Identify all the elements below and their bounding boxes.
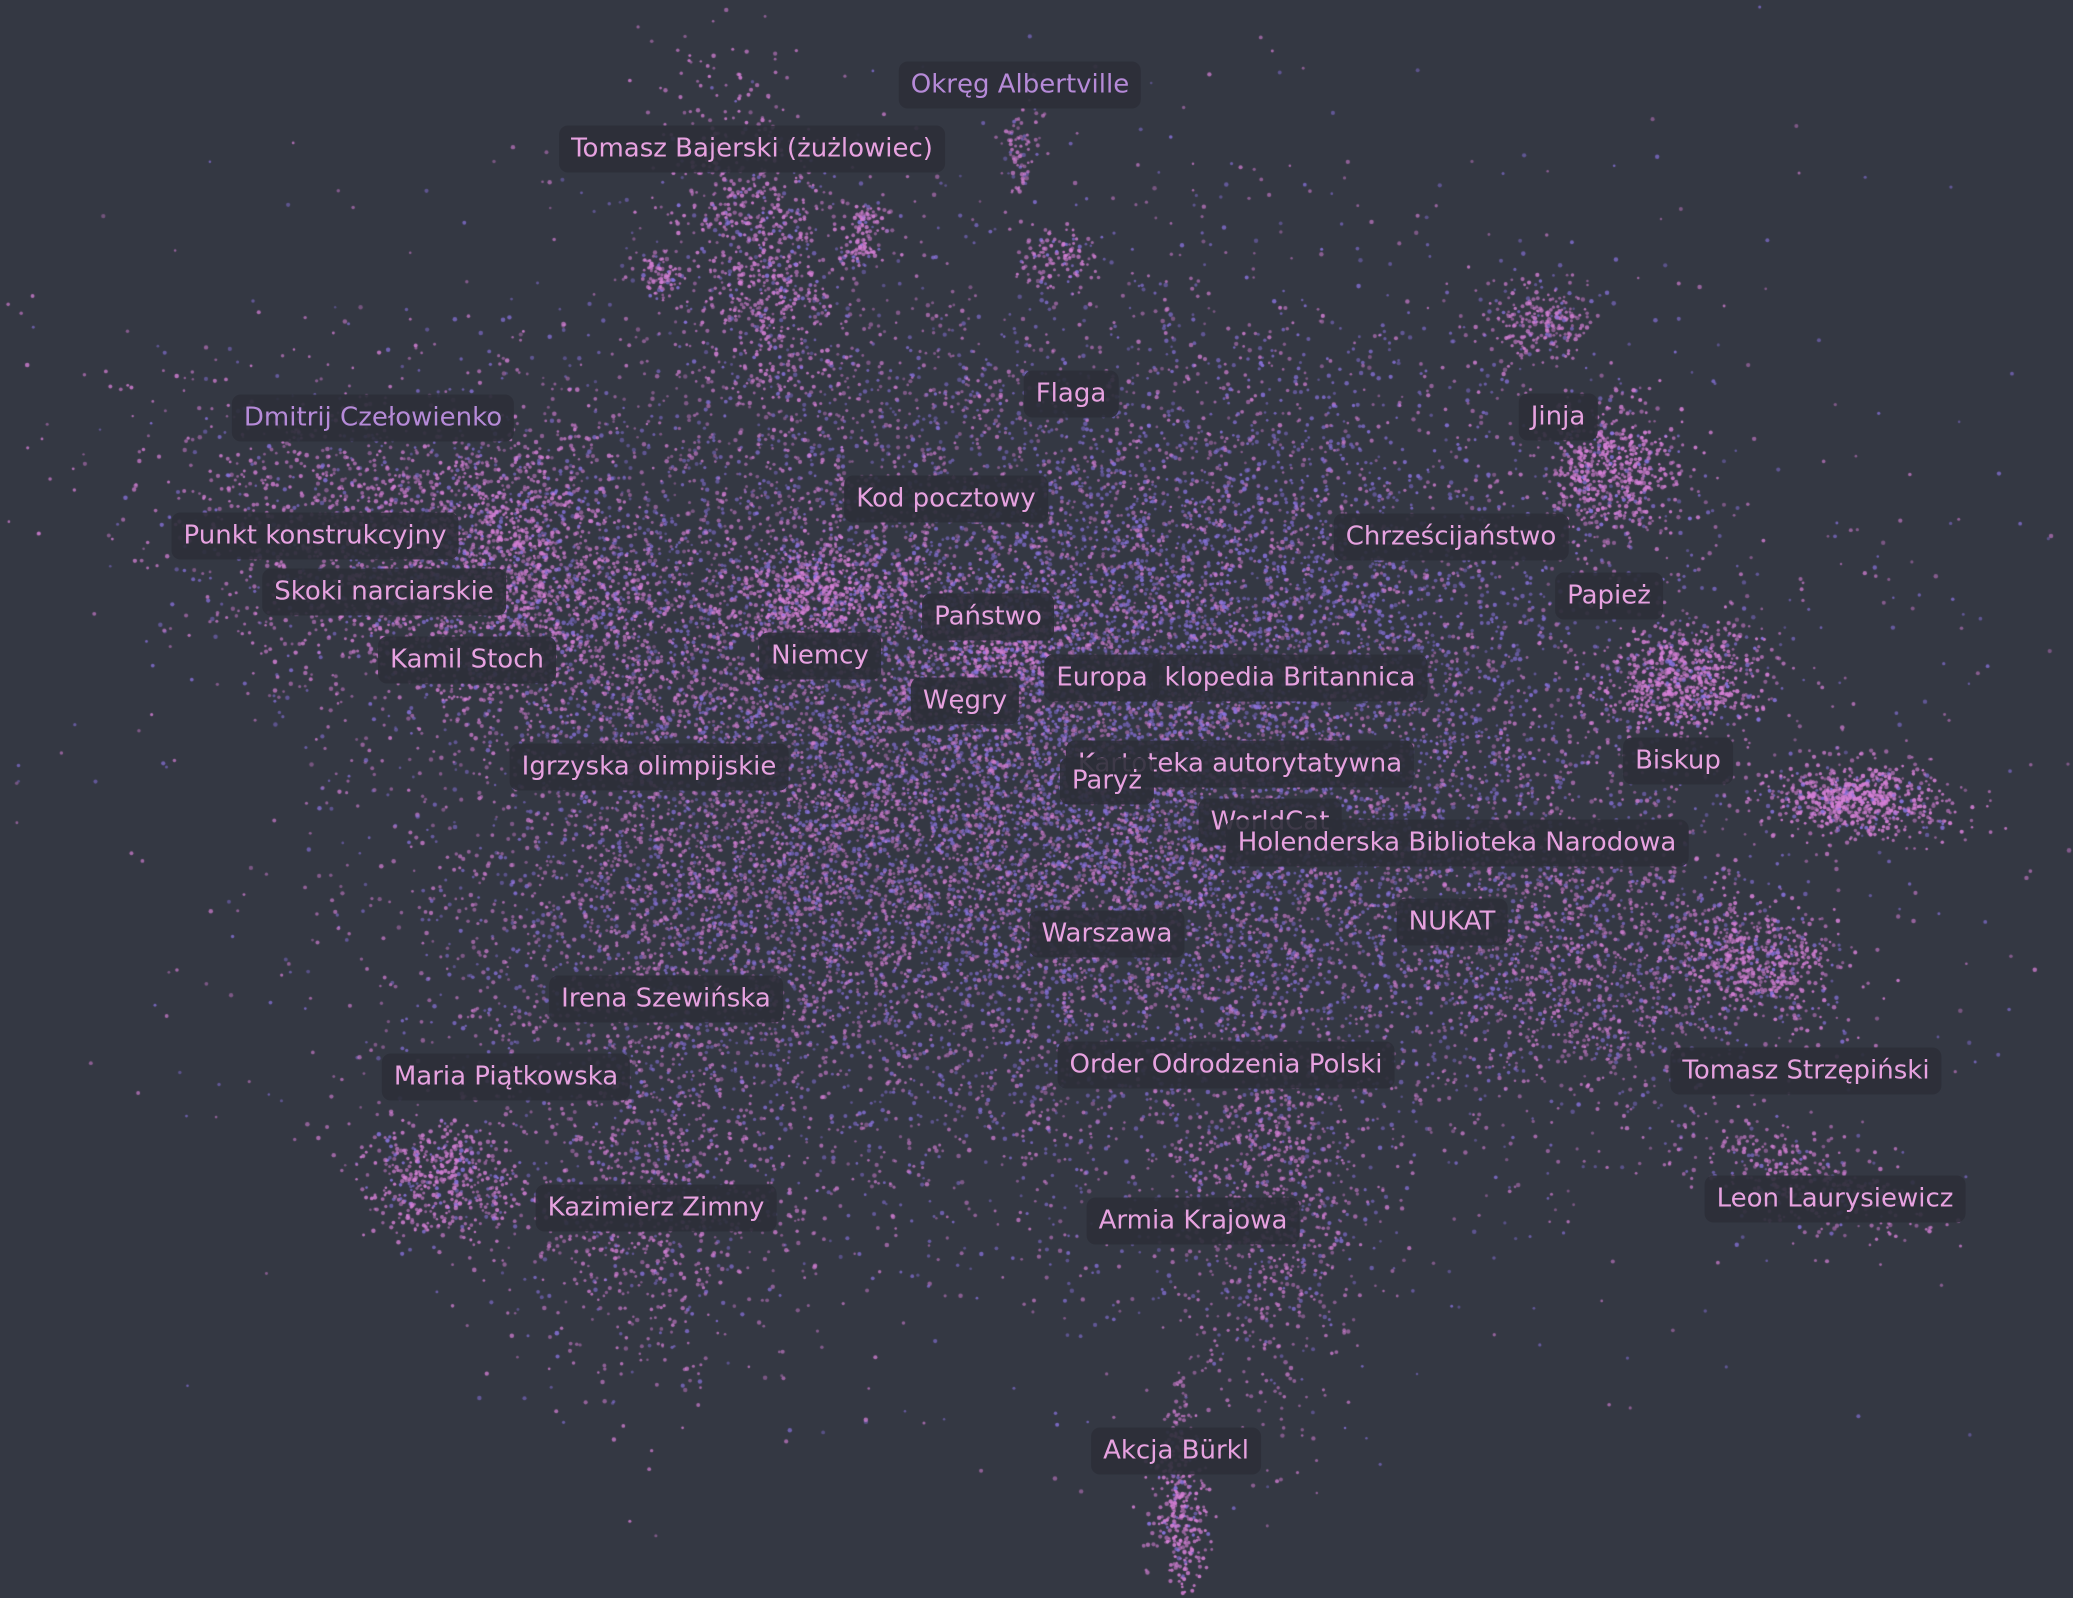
map-label-maria-piatkowska[interactable]: Maria Piątkowska (381, 1053, 631, 1101)
map-label-kazimierz-zimny[interactable]: Kazimierz Zimny (535, 1184, 777, 1232)
map-label-wegry[interactable]: Węgry (910, 677, 1020, 725)
map-label-igrzyska-olimpijskie[interactable]: Igrzyska olimpijskie (509, 743, 789, 791)
map-label-order-odrodzenia-polski[interactable]: Order Odrodzenia Polski (1057, 1041, 1395, 1089)
map-label-armia-krajowa[interactable]: Armia Krajowa (1086, 1197, 1300, 1245)
map-label-punkt-konstrukcyjny[interactable]: Punkt konstrukcyjny (171, 512, 459, 560)
map-label-nukat[interactable]: NUKAT (1396, 898, 1508, 946)
map-label-akcja-burkl[interactable]: Akcja Bürkl (1091, 1427, 1261, 1475)
map-label-panstwo[interactable]: Państwo (922, 593, 1054, 641)
map-label-leon-laurysiewicz[interactable]: Leon Laurysiewicz (1704, 1175, 1966, 1223)
map-label-chrzescijanstwo[interactable]: Chrześcijaństwo (1333, 513, 1569, 561)
map-label-dmitrij-czelowienko[interactable]: Dmitrij Czełowienko (231, 394, 515, 442)
map-label-jinja[interactable]: Jinja (1518, 393, 1598, 441)
map-label-encyklopedia-britannica[interactable]: klopedia Britannica (1152, 654, 1428, 702)
map-label-europa[interactable]: Europa (1044, 654, 1160, 702)
map-label-tomasz-strzepinski[interactable]: Tomasz Strzępiński (1670, 1047, 1942, 1095)
map-label-papiez[interactable]: Papież (1555, 572, 1663, 620)
map-label-irena-szewinska[interactable]: Irena Szewińska (549, 975, 783, 1023)
map-label-flaga[interactable]: Flaga (1023, 370, 1119, 418)
map-label-biskup[interactable]: Biskup (1623, 737, 1733, 785)
map-label-kamil-stoch[interactable]: Kamil Stoch (378, 636, 556, 684)
map-label-paryz[interactable]: Paryż (1059, 757, 1155, 805)
map-label-skoki-narciarskie[interactable]: Skoki narciarskie (262, 568, 506, 616)
map-label-holenderska-biblioteka-narodowa[interactable]: Holenderska Biblioteka Narodowa (1225, 819, 1689, 867)
map-label-kod-pocztowy[interactable]: Kod pocztowy (844, 475, 1048, 523)
map-label-warszawa[interactable]: Warszawa (1029, 910, 1185, 958)
map-label-tomasz-bajerski[interactable]: Tomasz Bajerski (żużlowiec) (559, 125, 945, 173)
map-label-okreg-albertville[interactable]: Okręg Albertville (898, 61, 1142, 109)
map-label-niemcy[interactable]: Niemcy (759, 632, 881, 680)
